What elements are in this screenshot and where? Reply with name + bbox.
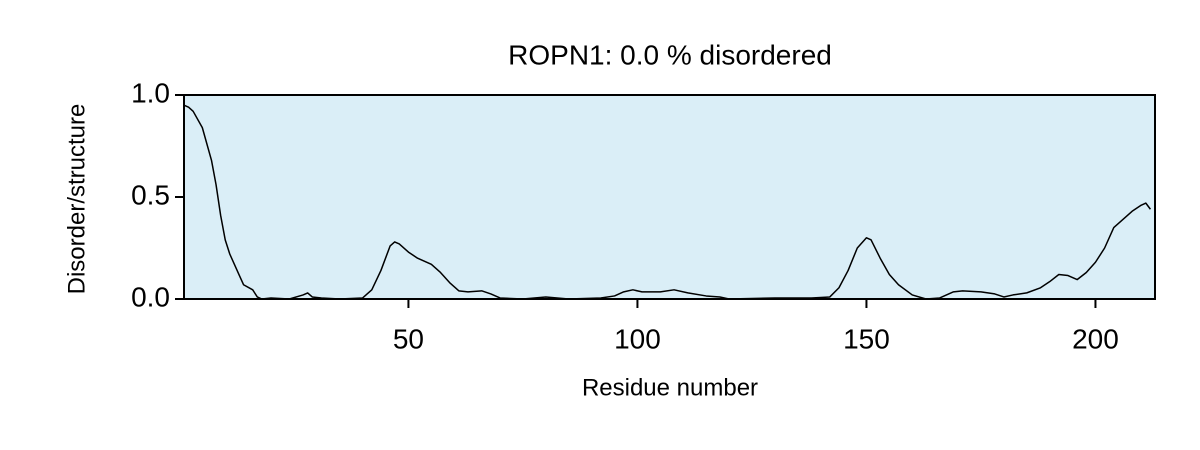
plot-area — [184, 95, 1155, 299]
y-tick-label: 0.0 — [131, 281, 170, 312]
x-tick-label: 100 — [614, 323, 661, 354]
chart-title: ROPN1: 0.0 % disordered — [508, 39, 832, 70]
y-axis-label: Disorder/structure — [63, 104, 90, 295]
y-tick-label: 1.0 — [131, 77, 170, 108]
plot-frame — [183, 94, 1156, 300]
x-tick-label: 200 — [1072, 323, 1119, 354]
y-tick-label: 0.5 — [131, 179, 170, 210]
x-axis-label: Residue number — [582, 374, 758, 401]
x-tick-label: 150 — [843, 323, 890, 354]
x-tick-label: 50 — [393, 323, 424, 354]
